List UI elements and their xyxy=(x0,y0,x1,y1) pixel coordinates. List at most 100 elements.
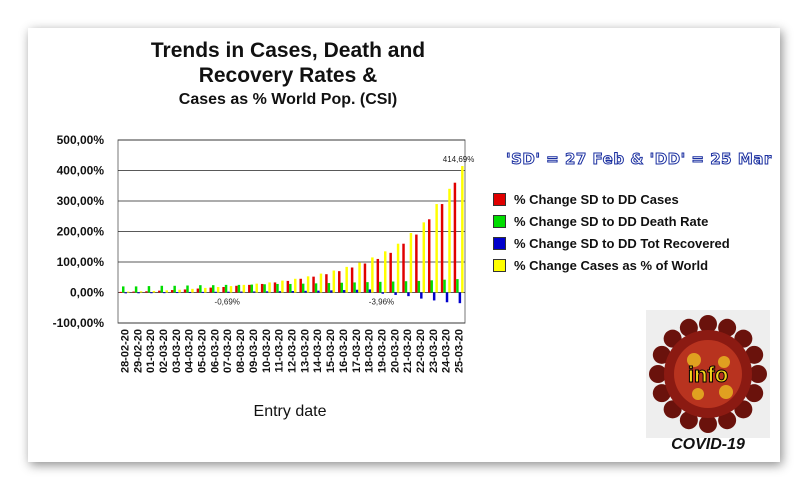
bar-3 xyxy=(407,292,410,297)
bar-2 xyxy=(366,282,369,293)
bar-2 xyxy=(147,286,151,293)
y-tick-label: 0,00% xyxy=(70,286,104,300)
bar-1 xyxy=(453,182,457,293)
virus-spike xyxy=(649,365,667,383)
logo-text: info xyxy=(688,362,728,387)
y-tick-label: 100,00% xyxy=(57,255,105,269)
bar-1 xyxy=(222,287,225,293)
y-tick-label: 400,00% xyxy=(57,164,105,178)
y-tick-label: -100,00% xyxy=(53,316,105,330)
bar-3 xyxy=(355,289,359,293)
legend-swatch-recovered xyxy=(493,236,506,250)
bar-1 xyxy=(415,234,418,293)
bar-4 xyxy=(204,287,207,293)
bar-3 xyxy=(175,292,179,294)
bar-2 xyxy=(417,280,421,293)
chart-title: Trends in Cases, Death and Recovery Rate… xyxy=(113,38,463,88)
bar-2 xyxy=(173,285,176,293)
bar-1 xyxy=(145,291,148,293)
bar-2 xyxy=(327,283,331,293)
bar-3 xyxy=(381,292,384,294)
bar-4 xyxy=(422,222,426,293)
bar-4 xyxy=(216,287,220,293)
virus-spike xyxy=(699,315,717,333)
bar-2 xyxy=(160,285,164,293)
bar-1 xyxy=(338,271,341,293)
virus-spike xyxy=(652,384,671,403)
title-line-1: Trends in Cases, Death and xyxy=(150,39,426,62)
bar-4 xyxy=(396,243,400,293)
bar-4 xyxy=(139,291,143,293)
virus-spike xyxy=(652,345,671,364)
legend-item-death-rate: % Change SD to DD Death Rate xyxy=(493,210,730,232)
chart-subtitle: Cases as % World Pop. (CSI) xyxy=(178,91,398,108)
virus-icon: info xyxy=(646,310,770,438)
x-tick-label: 04-03-20 xyxy=(184,329,196,373)
bar-2 xyxy=(263,284,266,293)
bar-1 xyxy=(299,278,302,293)
bar-2 xyxy=(430,280,433,293)
x-tick-label: 17-03-20 xyxy=(351,329,363,373)
bar-4 xyxy=(255,283,258,293)
bar-2 xyxy=(289,283,292,293)
x-tick-label: 20-03-20 xyxy=(389,329,401,373)
bar-3 xyxy=(342,290,346,293)
covid-caption: COVID-19 xyxy=(671,436,745,453)
bar-3 xyxy=(124,292,127,294)
bar-1 xyxy=(273,282,277,293)
bar-1 xyxy=(312,276,315,293)
x-tick-label: 23-03-20 xyxy=(428,329,440,373)
x-tick-label: 15-03-20 xyxy=(325,329,337,373)
bar-4 xyxy=(345,266,348,293)
legend-swatch-world xyxy=(493,258,506,272)
bar-4 xyxy=(319,273,323,293)
bar-4 xyxy=(268,282,271,293)
x-tick-label: 01-03-20 xyxy=(145,329,157,373)
x-tick-label: 11-03-20 xyxy=(274,329,286,372)
virus-spike xyxy=(745,345,764,364)
x-axis-title: Entry date xyxy=(254,403,327,420)
bar-1 xyxy=(389,252,392,293)
x-tick-label: 29-02-20 xyxy=(132,329,144,373)
bar-1 xyxy=(132,291,135,293)
virus-spike xyxy=(749,365,767,383)
bar-2 xyxy=(276,283,279,293)
bar-2 xyxy=(211,285,215,293)
bar-3 xyxy=(304,290,307,293)
bar-1 xyxy=(427,219,431,293)
bar-2 xyxy=(379,281,382,293)
bar-3 xyxy=(188,291,192,293)
bar-3 xyxy=(214,291,217,293)
x-tick-label: 28-02-20 xyxy=(119,329,131,373)
bar-3 xyxy=(150,292,153,294)
bar-1 xyxy=(183,289,187,293)
bar-1 xyxy=(119,291,123,293)
bar-1 xyxy=(363,263,367,293)
bar-1 xyxy=(170,290,174,293)
bar-4 xyxy=(461,166,464,293)
bar-2 xyxy=(314,283,318,293)
legend-item-cases: % Change SD to DD Cases xyxy=(493,188,730,210)
x-tick-label: 08-03-20 xyxy=(235,329,247,373)
bar-2 xyxy=(340,282,343,293)
legend-item-recovered: % Change SD to DD Tot Recovered xyxy=(493,232,730,254)
bar-2 xyxy=(456,279,459,293)
x-tick-label: 24-03-20 xyxy=(441,329,453,373)
bar-4 xyxy=(435,204,438,293)
bar-4 xyxy=(165,290,168,293)
bar-4 xyxy=(281,280,284,293)
bar-3 xyxy=(137,292,140,294)
legend-swatch-cases xyxy=(493,192,506,206)
virus-spike xyxy=(679,318,698,337)
bar-2 xyxy=(391,281,395,293)
bar-3 xyxy=(317,290,320,293)
bar-3 xyxy=(330,290,333,293)
y-tick-label: 200,00% xyxy=(57,225,105,239)
bar-1 xyxy=(350,267,354,293)
bar-4 xyxy=(409,233,413,293)
covid-info-logo: info xyxy=(646,310,770,438)
bar-4 xyxy=(306,276,310,293)
bar-1 xyxy=(260,283,264,293)
legend-label-world: % Change Cases as % of World xyxy=(514,257,709,273)
title-line-2: Recovery Rates & xyxy=(198,64,378,87)
